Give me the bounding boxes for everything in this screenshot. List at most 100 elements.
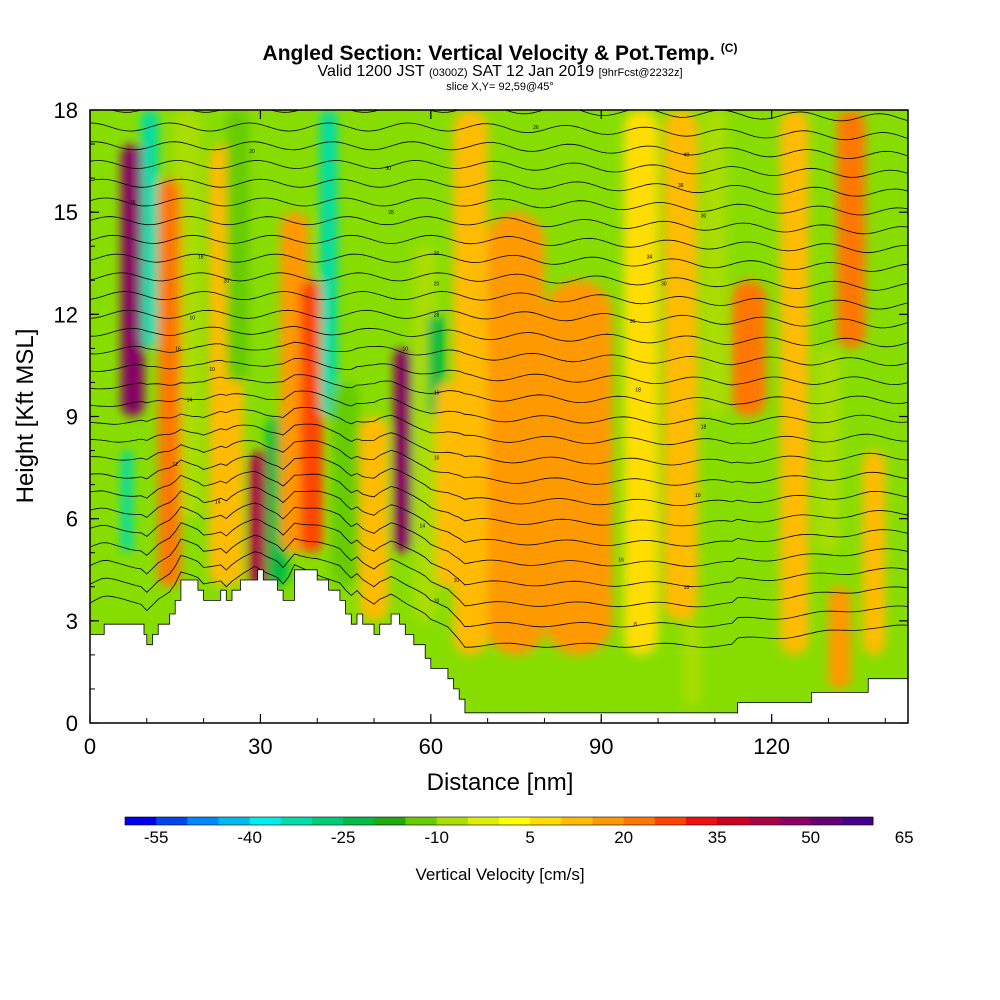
velocity-cell-15 xyxy=(413,246,437,621)
y-axis-label: Height [Kft MSL] xyxy=(12,329,39,504)
theta-contour-11 xyxy=(90,390,908,425)
velocity-cell-18 xyxy=(453,110,488,655)
theta-contour-13 xyxy=(90,357,908,386)
valid-date: SAT 12 Jan 2019 xyxy=(471,63,595,80)
velocity-cell-25 xyxy=(731,280,766,417)
velocity-cell-4 xyxy=(158,178,181,587)
contour-label-0: 16 xyxy=(130,200,136,206)
colorbar-swatch-18 xyxy=(686,817,718,825)
colorbar-swatch-14 xyxy=(561,817,593,825)
velocity-cell-20 xyxy=(544,280,613,655)
terrain xyxy=(89,569,909,724)
contour-label-9: 14 xyxy=(215,500,221,506)
velocity-cell-6 xyxy=(226,110,250,383)
colorbar-tick-label-0: -55 xyxy=(144,828,169,847)
colorbar-swatch-0 xyxy=(125,817,157,825)
valid-zulu: (0300Z) xyxy=(428,67,468,79)
theta-contour-4 xyxy=(90,502,908,567)
contour-label-14: 28 xyxy=(434,312,440,318)
theta-contour-23 xyxy=(90,178,908,197)
colorbar-swatch-22 xyxy=(810,817,843,825)
slice-info: slice X,Y= 92,59@45° xyxy=(446,81,554,93)
chart-title: Angled Section: Vertical Velocity & Pot.… xyxy=(0,36,1000,66)
velocity-cell-21 xyxy=(623,110,659,655)
colorbar-swatch-1 xyxy=(156,817,188,825)
contour-label-6: 10 xyxy=(209,367,215,373)
theta-contour-24 xyxy=(90,159,908,178)
x-tick-label-0: 0 xyxy=(84,734,96,759)
colorbar-tick-label-1: -40 xyxy=(237,828,262,847)
y-tick-label-4: 12 xyxy=(54,302,78,327)
colorbar-swatch-19 xyxy=(717,817,749,825)
colorbar-swatch-9 xyxy=(405,817,438,825)
contour-label-28: 18 xyxy=(635,387,641,393)
contour-label-20: 10 xyxy=(434,598,440,604)
colorbar-frame xyxy=(124,816,874,826)
contour-label-15: 10 xyxy=(402,346,408,352)
contour-label-22: 40 xyxy=(684,152,690,158)
colorbar-swatch-16 xyxy=(623,817,656,825)
velocity-cell-24 xyxy=(683,620,701,706)
contour-label-23: 36 xyxy=(678,183,684,189)
theta-contour-1 xyxy=(90,551,908,628)
theta-contour-17 xyxy=(90,291,908,310)
contour-label-31: 16 xyxy=(618,558,624,564)
colorbar-swatch-11 xyxy=(467,817,500,825)
theta-contour-26 xyxy=(90,122,908,141)
y-tick-label-5: 15 xyxy=(54,200,78,225)
velocity-cell-28 xyxy=(836,110,866,349)
theta-contour-5 xyxy=(90,486,908,547)
contour-label-21: 26 xyxy=(533,125,539,131)
colorbar-tick-label-2: -25 xyxy=(331,828,356,847)
x-tick-label-1: 30 xyxy=(248,734,272,759)
theta-contour-14 xyxy=(90,341,908,367)
theta-contour-2 xyxy=(90,534,908,608)
chart-subtitle: Valid 1200 JST (0300Z) SAT 12 Jan 2019 [… xyxy=(0,64,1000,81)
colorbar: -55 -40 -25 -10 5 20 35 50 65 xyxy=(124,816,914,847)
colorbar-swatch-3 xyxy=(218,817,251,825)
theta-contour-3 xyxy=(90,518,908,588)
contour-label-33: 8 xyxy=(634,622,637,628)
velocity-cell-30 xyxy=(862,450,886,655)
contour-label-4: 10 xyxy=(189,316,195,322)
contour-label-32: 10 xyxy=(684,585,690,591)
x-tick-label-2: 60 xyxy=(419,734,443,759)
colorbar-tick-label-4: 5 xyxy=(525,828,534,847)
contour-label-3: 20 xyxy=(224,278,230,284)
contour-label-18: 14 xyxy=(420,523,426,529)
theta-contour-15 xyxy=(90,325,908,348)
theta-contour-18 xyxy=(90,272,908,291)
colorbar-swatch-13 xyxy=(530,817,562,825)
contour-label-26: 30 xyxy=(661,282,667,288)
contour-label-17: 16 xyxy=(434,455,440,461)
velocity-cell-13 xyxy=(359,416,389,621)
velocity-cell-2 xyxy=(121,450,133,553)
y-tick-label-6: 18 xyxy=(54,98,78,123)
chart-title-units: (C) xyxy=(720,41,738,55)
colorbar-tick-label-3: -10 xyxy=(424,828,449,847)
colorbar-tick-label-8: 65 xyxy=(895,828,914,847)
velocity-cell-29 xyxy=(828,586,852,689)
theta-contour-9 xyxy=(90,423,908,466)
theta-contour-12 xyxy=(90,374,908,406)
velocity-cell-1 xyxy=(141,110,159,349)
y-tick-label-1: 3 xyxy=(66,609,78,634)
colorbar-tick-label-6: 35 xyxy=(708,828,727,847)
contour-label-16: 16 xyxy=(434,391,440,397)
velocity-cell-19 xyxy=(487,212,545,655)
chart-title-main: Angled Section: Vertical Velocity & Pot.… xyxy=(262,42,715,65)
contour-label-27: 30 xyxy=(630,319,636,325)
y-tick-label-0: 0 xyxy=(66,711,78,736)
colorbar-tick-label-5: 20 xyxy=(614,828,633,847)
velocity-cell-12 xyxy=(331,382,360,587)
theta-contour-21 xyxy=(90,216,908,235)
contour-label-12: 26 xyxy=(434,251,440,257)
contour-label-11: 28 xyxy=(388,210,394,216)
colorbar-swatch-12 xyxy=(499,817,531,825)
valid-prefix: Valid 1200 JST xyxy=(317,63,425,80)
colorbar-swatch-15 xyxy=(592,817,625,825)
colorbar-swatch-17 xyxy=(654,817,687,825)
y-tick-label-2: 6 xyxy=(66,507,78,532)
